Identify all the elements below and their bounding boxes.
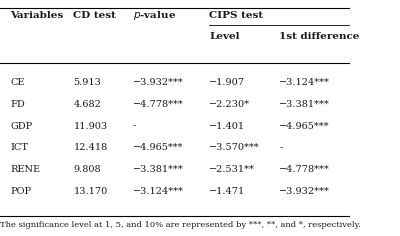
Text: −3.124***: −3.124***: [133, 187, 184, 196]
Text: Level: Level: [210, 32, 240, 41]
Text: GDP: GDP: [10, 122, 33, 131]
Text: −1.907: −1.907: [210, 78, 246, 87]
Text: −2.230*: −2.230*: [210, 100, 250, 109]
Text: The significance level at 1, 5, and 10% are represented by ***, **, and *, respe: The significance level at 1, 5, and 10% …: [0, 221, 361, 229]
Text: 1st difference: 1st difference: [279, 32, 360, 41]
Text: −1.471: −1.471: [210, 187, 246, 196]
Text: −3.381***: −3.381***: [133, 165, 184, 174]
Text: CD test: CD test: [73, 11, 116, 20]
Text: 11.903: 11.903: [73, 122, 108, 131]
Text: 5.913: 5.913: [73, 78, 101, 87]
Text: -: -: [279, 143, 282, 152]
Text: −3.932***: −3.932***: [133, 78, 184, 87]
Text: −3.381***: −3.381***: [279, 100, 330, 109]
Text: $\it{p}$-value: $\it{p}$-value: [133, 9, 176, 22]
Text: CIPS test: CIPS test: [210, 11, 264, 20]
Text: CE: CE: [10, 78, 25, 87]
Text: FD: FD: [10, 100, 25, 109]
Text: ICT: ICT: [10, 143, 28, 152]
Text: −4.778***: −4.778***: [133, 100, 184, 109]
Text: −4.965***: −4.965***: [133, 143, 183, 152]
Text: −3.570***: −3.570***: [210, 143, 260, 152]
Text: 13.170: 13.170: [73, 187, 108, 196]
Text: −2.531**: −2.531**: [210, 165, 255, 174]
Text: -: -: [133, 122, 136, 131]
Text: −4.778***: −4.778***: [279, 165, 330, 174]
Text: POP: POP: [10, 187, 32, 196]
Text: −3.124***: −3.124***: [279, 78, 330, 87]
Text: Variables: Variables: [10, 11, 64, 20]
Text: −1.401: −1.401: [210, 122, 246, 131]
Text: 9.808: 9.808: [73, 165, 101, 174]
Text: RENE: RENE: [10, 165, 40, 174]
Text: 12.418: 12.418: [73, 143, 108, 152]
Text: −4.965***: −4.965***: [279, 122, 330, 131]
Text: −3.932***: −3.932***: [279, 187, 330, 196]
Text: 4.682: 4.682: [73, 100, 101, 109]
